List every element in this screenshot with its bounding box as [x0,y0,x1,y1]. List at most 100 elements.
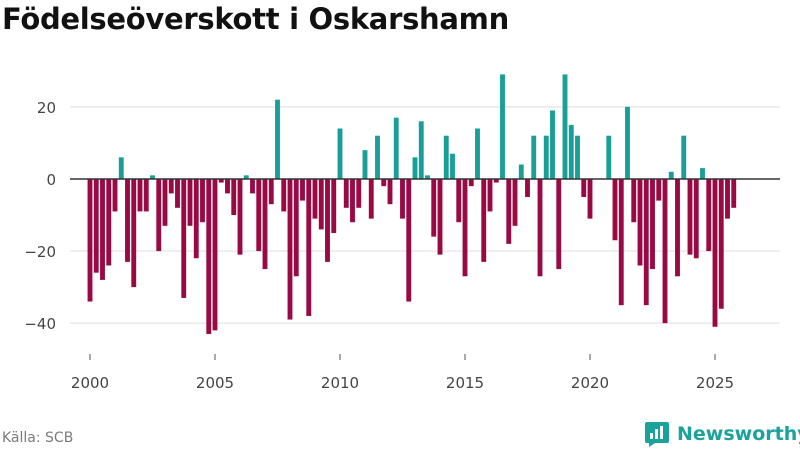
bar [712,178,718,327]
brand-name: Newsworthy [677,423,800,445]
bar [475,128,480,179]
bar [643,178,649,306]
bar [268,178,274,205]
bars [87,74,737,334]
bar [318,178,324,230]
bar [700,168,705,179]
bar [718,178,724,309]
bar [225,178,230,194]
bar [381,178,387,187]
bar [150,175,155,179]
bar [87,178,93,302]
bar [518,164,524,179]
bar [562,74,568,179]
bar [512,178,518,226]
bar [281,178,287,212]
bar [287,178,293,320]
bar [256,178,262,252]
bar [650,178,655,270]
bar [175,178,180,208]
bar [493,178,499,183]
y-tick-label: −20 [24,243,56,261]
chart-title: Födelseöverskott i Oskarshamn [2,2,509,36]
bar [500,74,505,179]
bar [393,117,399,179]
bar [187,178,193,226]
bar [456,178,462,223]
bar [462,178,468,277]
bar [668,171,674,179]
bar [612,178,618,241]
bar [681,135,687,179]
y-tick-label: 20 [37,99,56,117]
bar [125,178,130,262]
bar [193,178,199,259]
bar [637,178,643,266]
bar [575,135,580,179]
bar [443,135,449,179]
x-tick-label: 2025 [696,374,734,392]
bar [675,178,680,277]
x-tick-label: 2000 [71,374,109,392]
bar [625,106,630,179]
bar [687,178,693,255]
bar [693,178,699,259]
bar [568,124,574,179]
bar [731,178,737,208]
bar [162,178,168,226]
bar [325,178,330,262]
bar [243,175,249,179]
bar [468,178,474,187]
y-tick-label: 0 [46,171,56,189]
source-note: Källa: SCB [2,430,74,446]
bar [606,135,612,179]
bar [343,178,349,208]
bar [356,178,362,208]
bar [481,178,487,262]
bar [412,157,418,179]
bar-chart: 20 0 −20 −40 2000 2005 2010 2015 2020 2025 [24,74,780,392]
bar [143,178,149,212]
bar [350,178,355,223]
bar [306,178,312,316]
bar [581,178,587,197]
bar [112,178,118,212]
bar [331,178,337,234]
bar [300,178,305,201]
bar [450,153,455,179]
bar [375,135,380,179]
bar [425,175,430,179]
bar [556,178,562,270]
bar [212,178,218,331]
bar [181,178,187,298]
bar [537,178,543,277]
bar [362,150,368,179]
bar [275,99,280,179]
bar [531,135,537,179]
bar [487,178,493,212]
brand-logo: Newsworthy [644,420,800,448]
bar [262,178,268,270]
bar [250,178,255,194]
bar [431,178,437,237]
bar [93,178,99,273]
bar [706,178,712,252]
bar [400,178,405,219]
bar [106,178,112,266]
bar [118,157,124,179]
bar [231,178,237,216]
bar [587,178,593,219]
bar [550,110,555,179]
bar [137,178,143,212]
x-tick-label: 2020 [571,374,609,392]
bar [206,178,212,334]
bar [200,178,205,223]
x-tick-label: 2015 [446,374,484,392]
bar [618,178,624,306]
bar [312,178,318,219]
bar [168,178,174,194]
bar [506,178,512,244]
bar [156,178,162,252]
bar [525,178,530,197]
bar [437,178,443,255]
